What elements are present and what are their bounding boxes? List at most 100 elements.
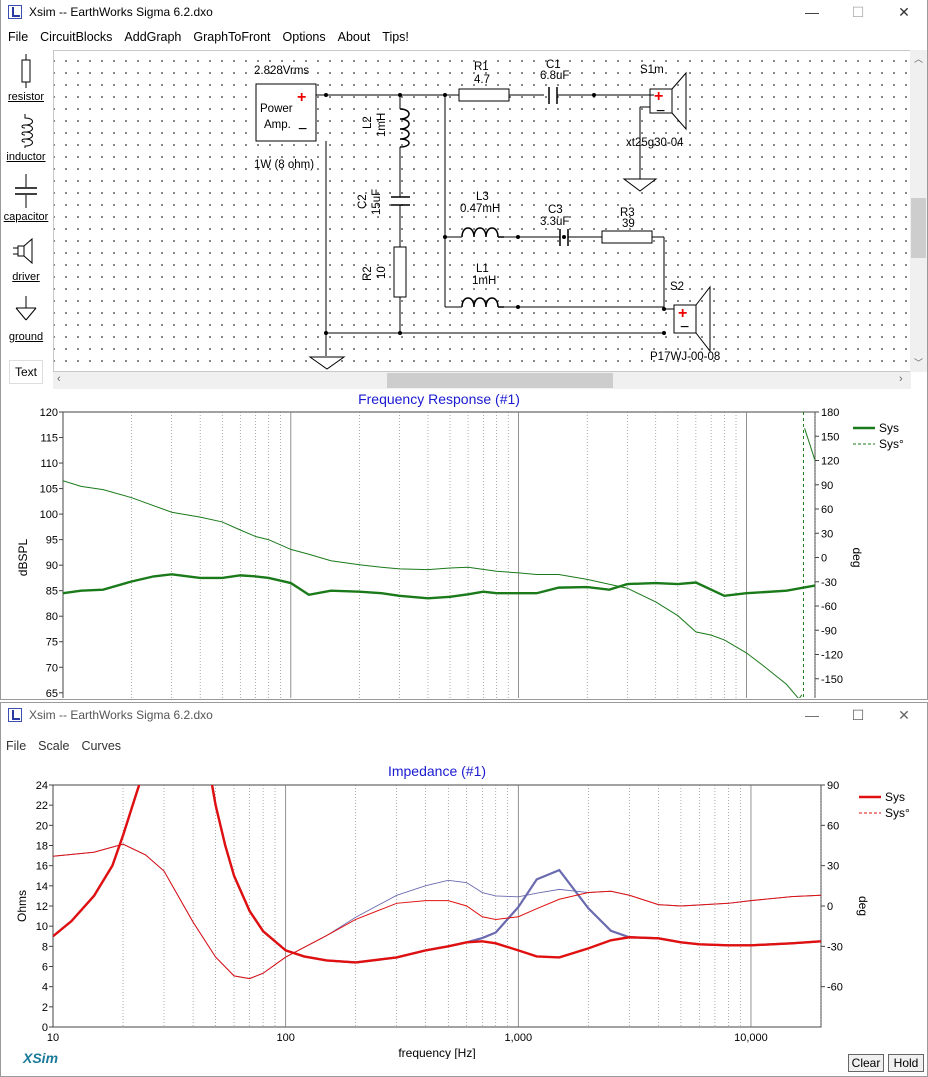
capacitor-C2: [391, 196, 410, 206]
y-axis-label: dBSPL: [16, 538, 30, 576]
scroll-up-icon[interactable]: ︿: [914, 54, 924, 64]
menu-file[interactable]: File: [6, 739, 27, 753]
maximize-button[interactable]: ☐: [851, 706, 865, 723]
y-tick-label: 100: [40, 509, 58, 521]
source-minus: −: [298, 121, 308, 138]
menu-circuitblocks[interactable]: CircuitBlocks: [40, 30, 113, 44]
close-button[interactable]: ✕: [898, 706, 910, 723]
y2-tick-label: -120: [821, 650, 843, 662]
menu-graphtofront[interactable]: GraphToFront: [193, 30, 271, 44]
y-tick-label: 120: [40, 407, 58, 419]
y2-tick-label: 60: [827, 820, 839, 832]
S1-minus: −: [656, 103, 666, 120]
horizontal-scroll-thumb[interactable]: [387, 373, 613, 388]
L3-name: L3: [476, 191, 489, 203]
scroll-left-icon[interactable]: ‹: [57, 373, 61, 385]
R1-value: 4.7: [474, 74, 490, 86]
y2-tick-label: 90: [821, 480, 833, 492]
y-tick-label: 8: [42, 941, 48, 953]
C1-name: C1: [546, 59, 561, 71]
driver-icon: [13, 237, 33, 265]
menu-addgraph[interactable]: AddGraph: [124, 30, 182, 44]
S2-minus: −: [680, 319, 690, 336]
minimize-button[interactable]: —: [805, 4, 819, 20]
series-sys-line: [53, 785, 821, 964]
resistor-R2: [393, 246, 407, 298]
y2-tick-label: -90: [821, 625, 837, 637]
schematic-canvas[interactable]: 2.828Vrms Power Amp. + − 1W (8 ohm) R1 4…: [53, 50, 911, 372]
x-axis-label: frequency [Hz]: [398, 1046, 475, 1059]
driver-S1: [649, 88, 673, 114]
y-tick-label: 6: [42, 962, 48, 974]
menu-bar: File Scale Curves: [1, 735, 927, 757]
menu-curves[interactable]: Curves: [81, 739, 122, 753]
y-axis-label: Ohms: [15, 890, 29, 922]
y-tick-label: 105: [40, 484, 58, 496]
menu-file[interactable]: File: [8, 30, 29, 44]
R3-value: 39: [622, 218, 635, 230]
R1-name: R1: [474, 61, 489, 73]
inductor-L2: [399, 108, 410, 148]
vertical-scrollbar[interactable]: ︿ ﹀: [910, 50, 927, 372]
plot-series: [53, 785, 821, 980]
menu-about[interactable]: About: [337, 30, 371, 44]
R2-name: R2: [362, 266, 374, 281]
tool-text[interactable]: Text: [9, 360, 43, 384]
legend-label-sys: Sys: [885, 790, 905, 804]
y2-tick-label: -30: [821, 577, 837, 589]
window-title: Xsim -- EarthWorks Sigma 6.2.dxo: [29, 5, 213, 19]
menu-options[interactable]: Options: [282, 30, 326, 44]
tool-label: driver: [12, 271, 40, 283]
legend-label-phase: Sys°: [879, 437, 904, 451]
y-tick-label: 70: [46, 662, 58, 674]
legend-label-phase: Sys°: [885, 806, 910, 820]
maximize-button[interactable]: ☐: [851, 3, 865, 20]
y-tick-label: 16: [36, 861, 48, 873]
horizontal-scrollbar[interactable]: ‹ ›: [53, 372, 911, 389]
C2-value: 15uF: [371, 188, 383, 215]
S2-name: S2: [670, 281, 685, 293]
tool-ground[interactable]: ground: [3, 294, 49, 343]
y2-tick-label: -30: [827, 941, 843, 953]
source-plus: +: [297, 89, 307, 106]
S2-model: P17WJ-00-08: [650, 351, 721, 363]
x-tick-label: 1,000: [505, 1032, 533, 1044]
tool-inductor[interactable]: inductor: [3, 114, 49, 163]
impedance-chart: 024681012141618202224-60-300306090Impeda…: [15, 763, 910, 1059]
y-tick-label: 22: [36, 800, 48, 812]
tool-capacitor[interactable]: capacitor: [3, 174, 49, 223]
y2-tick-label: 90: [827, 780, 839, 792]
component-toolbox: resistor inductor capacitor driver groun…: [3, 50, 49, 390]
tool-resistor[interactable]: resistor: [3, 54, 49, 103]
schematic-labels: 2.828Vrms Power Amp. + − 1W (8 ohm) R1 4…: [54, 51, 912, 373]
close-button[interactable]: ✕: [898, 3, 910, 20]
y2-tick-label: 60: [821, 504, 833, 516]
y-tick-label: 115: [40, 433, 58, 445]
tool-driver[interactable]: driver: [3, 234, 49, 283]
scroll-right-icon[interactable]: ›: [899, 373, 903, 385]
y2-axis-label: deg: [850, 547, 864, 567]
inductor-L3: [461, 227, 504, 238]
y2-tick-label: 120: [821, 456, 839, 468]
resistor-R1: [458, 88, 510, 102]
y2-tick-label: 180: [821, 407, 839, 419]
y-tick-label: 4: [42, 982, 48, 994]
menu-tips[interactable]: Tips!: [382, 30, 409, 44]
title-bar: Xsim -- EarthWorks Sigma 6.2.dxo — ☐ ✕: [1, 0, 927, 24]
clear-button[interactable]: Clear: [848, 1054, 884, 1072]
L2-name: L2: [362, 116, 374, 129]
app-icon: [8, 708, 22, 722]
hold-button[interactable]: Hold: [888, 1054, 924, 1072]
inductor-icon: [21, 114, 33, 148]
y-tick-label: 65: [46, 688, 58, 698]
impedance-window: Xsim -- EarthWorks Sigma 6.2.dxo — ☐ ✕ F…: [0, 702, 928, 1077]
vertical-scroll-thumb[interactable]: [911, 198, 926, 258]
minimize-button[interactable]: —: [805, 707, 819, 723]
scroll-down-icon[interactable]: ﹀: [914, 358, 924, 368]
schematic-wires: [255, 71, 711, 370]
y-tick-label: 24: [36, 780, 48, 792]
menu-scale[interactable]: Scale: [38, 739, 70, 753]
inductor-L1: [461, 297, 504, 308]
y-tick-label: 2: [42, 1002, 48, 1014]
x-tick-label: 100: [276, 1032, 294, 1044]
